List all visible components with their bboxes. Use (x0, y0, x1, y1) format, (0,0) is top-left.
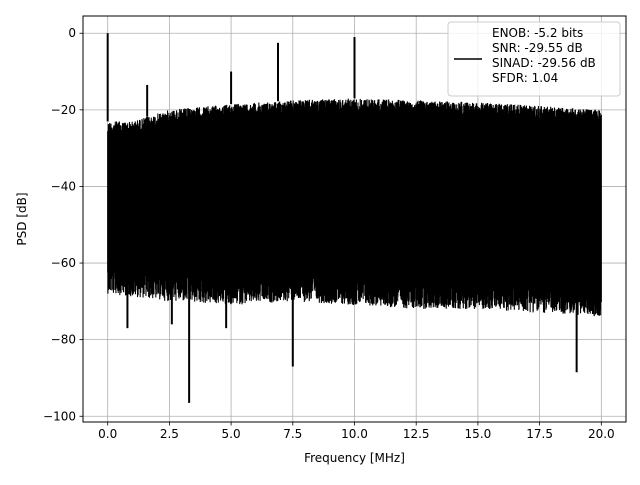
x-tick-label: 7.5 (283, 427, 302, 441)
legend-enob: ENOB: -5.2 bits (492, 26, 583, 40)
legend: ENOB: -5.2 bits SNR: -29.55 dB SINAD: -2… (447, 21, 621, 97)
y-tick-label: −20 (51, 103, 76, 117)
axis-ticks: 0.0 2.5 5.0 7.5 10.0 12.5 15.0 17.5 20.0 0 −20 −40 −… (43, 26, 615, 441)
y-tick-label: −80 (51, 333, 76, 347)
legend-snr: SNR: -29.55 dB (492, 41, 583, 55)
x-tick-label: 10.0 (341, 427, 368, 441)
y-tick-label: 0 (68, 26, 76, 40)
y-axis-label: PSD [dB] (15, 192, 29, 245)
x-tick-label: 0.0 (98, 427, 117, 441)
x-tick-label: 15.0 (465, 427, 492, 441)
x-tick-label: 20.0 (588, 427, 615, 441)
x-axis-label: Frequency [MHz] (304, 451, 405, 465)
y-tick-label: −60 (51, 256, 76, 270)
x-tick-label: 2.5 (160, 427, 179, 441)
legend-sfdr: SFDR: 1.04 (492, 71, 558, 85)
x-tick-label: 12.5 (403, 427, 430, 441)
x-tick-label: 17.5 (526, 427, 553, 441)
legend-sinad: SINAD: -29.56 dB (492, 56, 596, 70)
y-tick-label: −40 (51, 179, 76, 193)
psd-trace (107, 98, 602, 317)
plot-area (106, 33, 602, 403)
x-tick-label: 5.0 (222, 427, 241, 441)
legend-box (447, 21, 621, 97)
y-tick-label: −100 (43, 409, 76, 423)
